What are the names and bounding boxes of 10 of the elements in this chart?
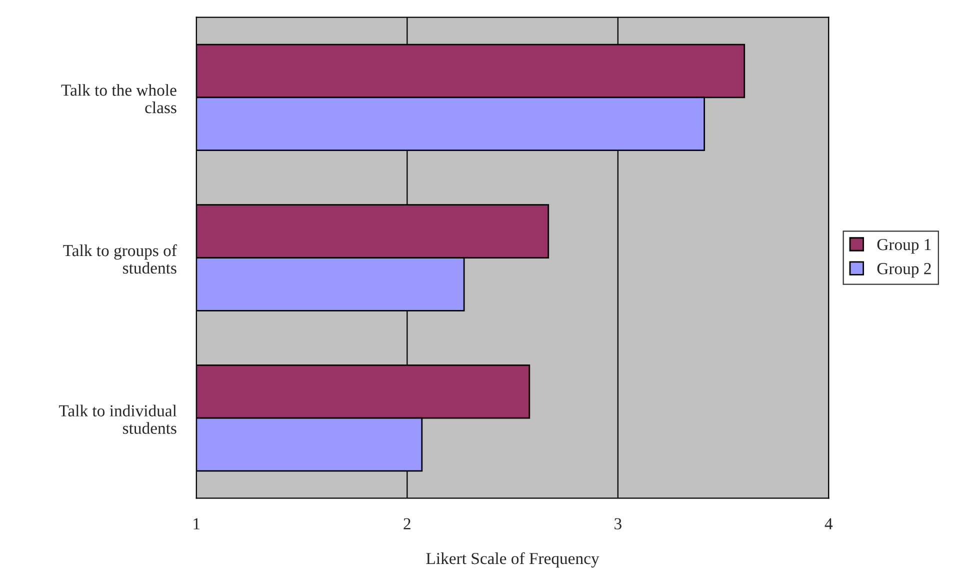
legend-label: Group 1 bbox=[877, 239, 931, 254]
legend-label: Group 2 bbox=[877, 263, 931, 278]
x-tick-label: 3 bbox=[614, 518, 622, 530]
x-tick-label: 4 bbox=[824, 518, 833, 530]
y-tick-label: Talk to groups of students bbox=[63, 244, 177, 274]
x-tick-label: 2 bbox=[404, 518, 410, 530]
y-tick-label: Talk to individual students bbox=[58, 404, 177, 434]
x-tick-label: 1 bbox=[194, 518, 200, 530]
x-axis-title: Likert Scale of Frequency bbox=[426, 552, 600, 568]
y-tick-label: Talk to the whole class bbox=[61, 84, 176, 114]
